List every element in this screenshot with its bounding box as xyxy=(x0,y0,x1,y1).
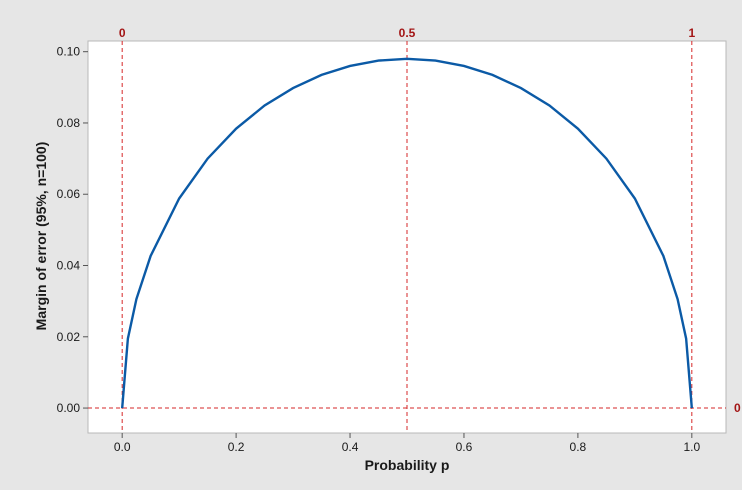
y-tick-label: 0.10 xyxy=(57,45,81,59)
x-tick-label: 0.4 xyxy=(342,440,359,454)
y-tick-label: 0.00 xyxy=(57,401,81,415)
vertical-reference-label: 1 xyxy=(688,26,695,40)
y-tick-label: 0.02 xyxy=(57,330,81,344)
horizontal-reference-label: 0 xyxy=(734,401,741,415)
x-tick-label: 0.0 xyxy=(114,440,131,454)
y-tick-label: 0.04 xyxy=(57,259,81,273)
vertical-reference-label: 0 xyxy=(119,26,126,40)
y-axis-title: Margin of error (95%, n=100) xyxy=(33,142,49,331)
x-axis-ticks: 0.0 0.2 0.4 0.6 0.8 1.0 xyxy=(114,433,700,454)
reference-line-labels: 0 0.5 1 0 xyxy=(119,26,741,415)
y-tick-label: 0.08 xyxy=(57,116,81,130)
x-axis-title: Probability p xyxy=(365,457,450,473)
x-tick-label: 0.2 xyxy=(228,440,245,454)
vertical-reference-label: 0.5 xyxy=(399,26,416,40)
x-tick-label: 1.0 xyxy=(683,440,700,454)
x-tick-label: 0.6 xyxy=(456,440,473,454)
series-line xyxy=(120,57,694,409)
reference-lines xyxy=(88,41,726,433)
x-tick-label: 0.8 xyxy=(570,440,587,454)
y-axis-ticks: 0.00 0.02 0.04 0.06 0.08 0.10 xyxy=(57,45,88,415)
y-tick-label: 0.06 xyxy=(57,187,81,201)
